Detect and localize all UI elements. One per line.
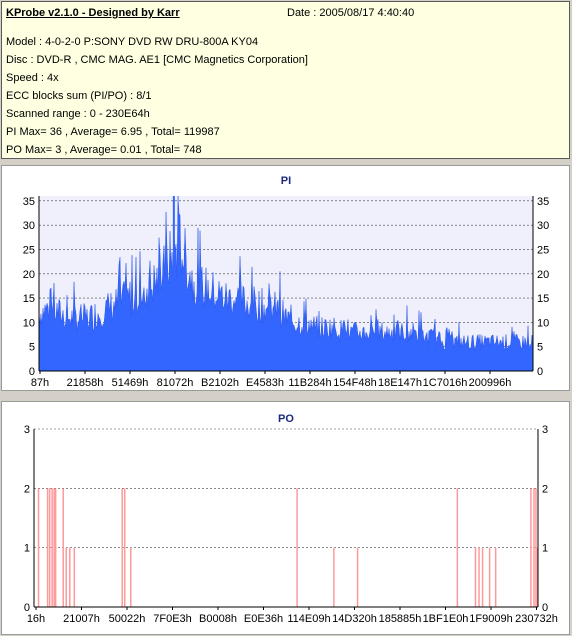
drive-model: Model : 4-0-2-0 P:SONY DVD RW DRU-800A K… [6, 36, 259, 48]
y-tick-label-right: 35 [537, 196, 549, 208]
y-tick-label-right: 2 [542, 483, 548, 495]
y-tick-label-left: 1 [24, 543, 30, 555]
x-tick-label: B0008h [199, 613, 237, 625]
x-tick-label: 21007h [63, 613, 100, 625]
y-tick-label-left: 20 [23, 269, 35, 281]
y-tick-label-right: 0 [537, 366, 543, 378]
x-tick-label: 81072h [157, 377, 194, 389]
x-tick-label: 11B284h [288, 377, 331, 389]
x-tick-label: 154F48h [333, 377, 376, 389]
po-stats: PO Max= 3 , Average= 0.01 , Total= 748 [6, 144, 202, 156]
x-tick-label: 1F9009h [469, 613, 512, 625]
x-tick-label: 21858h [67, 377, 104, 389]
y-tick-label-left: 15 [23, 293, 35, 305]
app-title: KProbe v2.1.0 - Designed by Karr [6, 7, 180, 19]
y-tick-label-right: 20 [537, 269, 549, 281]
x-tick-label: E0E36h [244, 613, 283, 625]
x-tick-label: 230732h [515, 613, 558, 625]
y-tick-label-right: 1 [542, 543, 548, 555]
y-tick-label-right: 5 [537, 342, 543, 354]
y-tick-label-left: 30 [23, 220, 35, 232]
x-tick-label: 50022h [109, 613, 146, 625]
y-tick-label-left: 3 [24, 424, 30, 436]
y-tick-label-left: 5 [29, 342, 35, 354]
y-tick-label-left: 0 [29, 366, 35, 378]
x-tick-label: E4583h [246, 377, 284, 389]
x-tick-label: 185885h [379, 613, 422, 625]
x-tick-label: 51469h [112, 377, 149, 389]
y-tick-label-left: 10 [23, 317, 35, 329]
x-tick-label: 1C7016h [423, 377, 468, 389]
x-tick-label: B2102h [201, 377, 239, 389]
y-tick-label-right: 0 [542, 602, 548, 614]
plot-area [34, 429, 538, 607]
chart-title: PI [281, 175, 291, 187]
y-tick-label-left: 0 [24, 602, 30, 614]
chart-title: PO [278, 413, 294, 425]
speed-info: Speed : 4x [6, 72, 59, 84]
y-tick-label-left: 35 [23, 196, 35, 208]
x-tick-label: 87h [31, 377, 49, 389]
po-chart-panel: PO 0 0 1 1 2 2 3 3 16h 21007h 50022h 7F0E3h B0008h E0E… [1, 401, 570, 635]
y-tick-label-right: 3 [542, 424, 548, 436]
y-tick-label-left: 2 [24, 483, 30, 495]
info-panel: KProbe v2.1.0 - Designed by Karr Date : … [1, 1, 570, 159]
x-tick-label: 16h [27, 613, 45, 625]
x-tick-label: 18E147h [378, 377, 422, 389]
x-tick-label: 1BF1E0h [423, 613, 469, 625]
y-tick-label-right: 10 [537, 317, 549, 329]
ecc-sum: ECC blocks sum (PI/PO) : 8/1 [6, 90, 152, 102]
x-tick-label: 200996h [469, 377, 512, 389]
x-tick-label: 7F0E3h [153, 613, 192, 625]
pi-chart: PI 0 0 5 5 10 10 15 15 20 20 25 25 30 30 35 35 87h 21858h 5… [23, 175, 550, 389]
po-chart: PO 0 0 1 1 2 2 3 3 16h 21007h 50022h 7F0E3h B0008h E0E… [24, 413, 558, 625]
y-tick-label-right: 25 [537, 244, 549, 256]
pi-series-area [38, 195, 534, 372]
scan-date: Date : 2005/08/17 4:40:40 [287, 7, 415, 19]
x-tick-label: 14D320h [332, 613, 377, 625]
y-tick-label-left: 25 [23, 244, 35, 256]
scanned-range: Scanned range : 0 - 230E64h [6, 108, 150, 120]
pi-chart-panel: PI 0 0 5 5 10 10 15 15 20 20 25 25 30 30 35 35 87h 21858h 5… [1, 165, 570, 391]
disc-info: Disc : DVD-R , CMC MAG. AE1 [CMC Magneti… [6, 54, 308, 66]
y-tick-label-right: 30 [537, 220, 549, 232]
y-tick-label-right: 15 [537, 293, 549, 305]
pi-stats: PI Max= 36 , Average= 6.95 , Total= 1199… [6, 126, 220, 138]
x-tick-label: 114E09h [287, 613, 330, 625]
